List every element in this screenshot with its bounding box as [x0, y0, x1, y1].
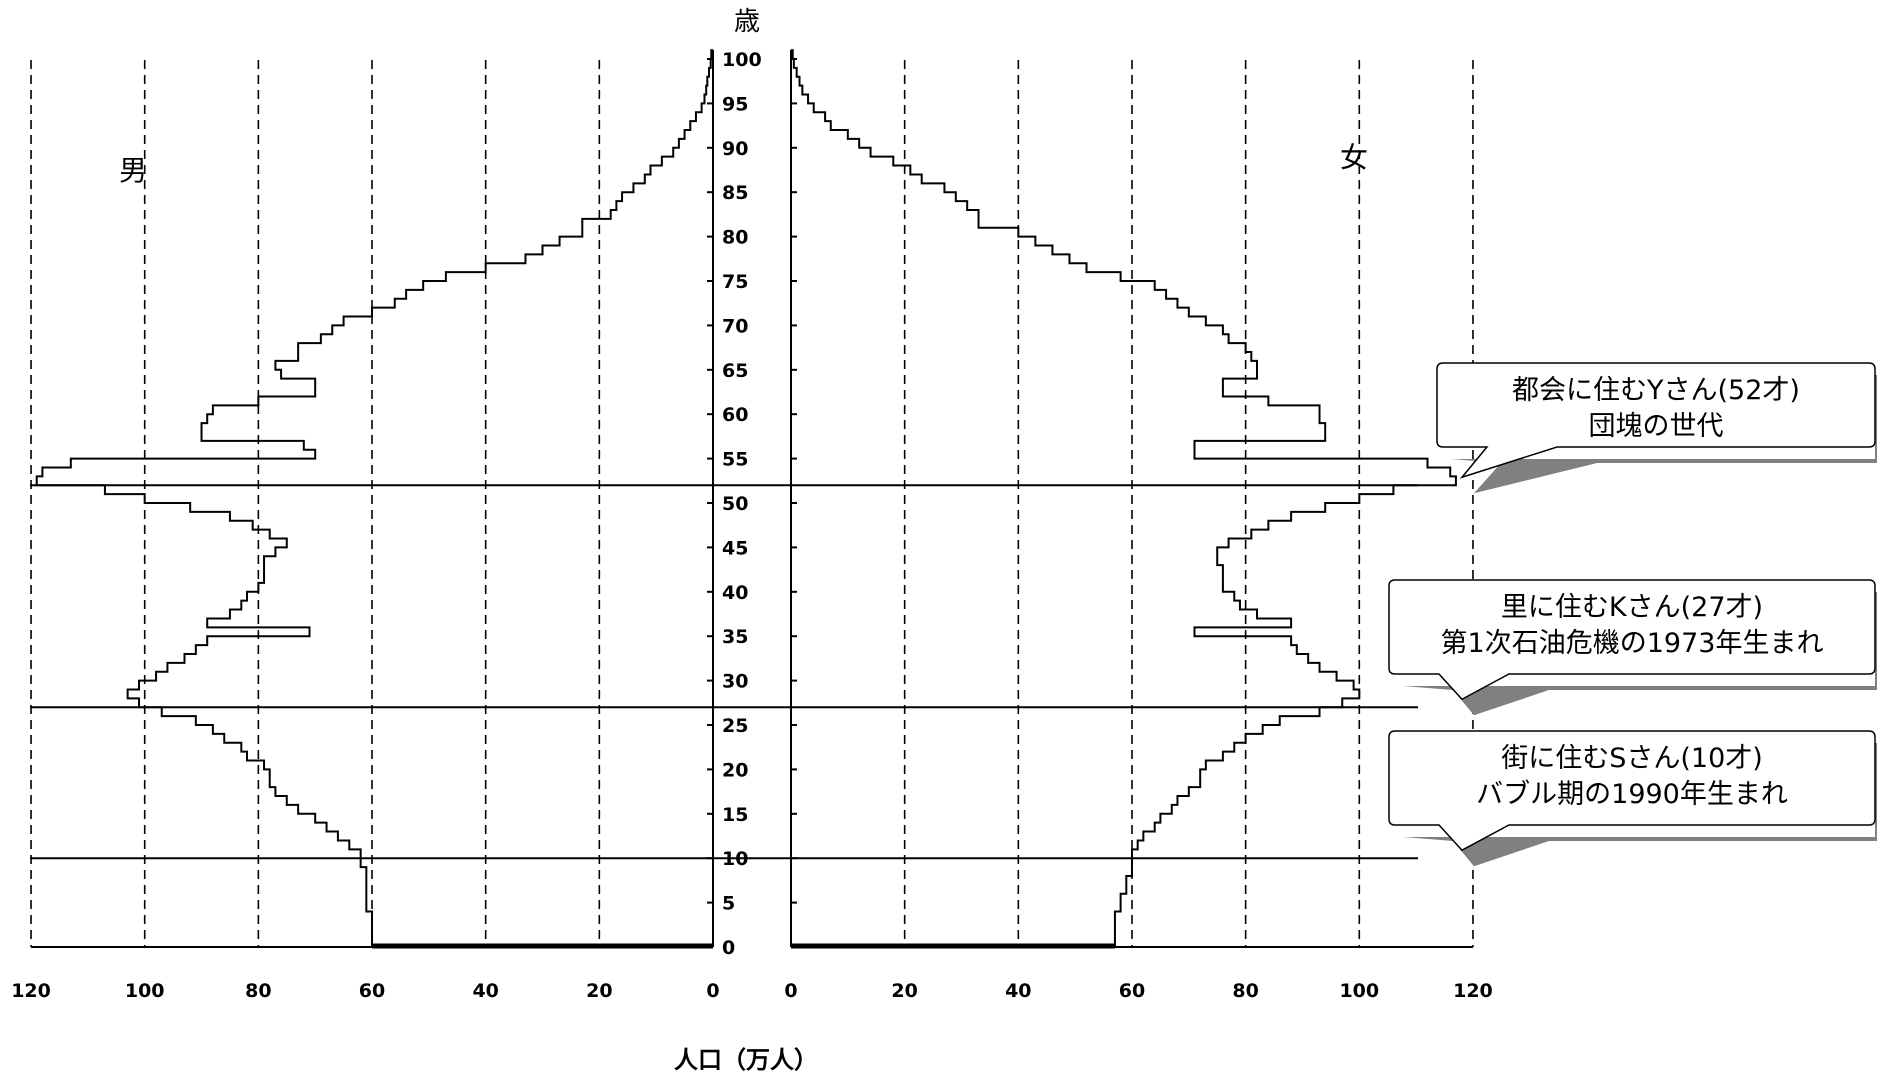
x-tick-label-right: 60	[1119, 980, 1145, 1002]
callout: 都会に住むYさん(52才) 団塊の世代	[1436, 362, 1877, 494]
y-tick-label: 45	[722, 537, 748, 559]
callout-shadow	[1451, 375, 1877, 494]
y-tick-label: 60	[722, 404, 748, 426]
x-tick-label-right: 0	[784, 980, 797, 1002]
x-tick-label-left: 60	[359, 980, 385, 1002]
y-tick-label: 35	[722, 626, 748, 648]
callout-line1: 里に住むKさん(27才)	[1501, 592, 1763, 623]
y-tick-label: 5	[722, 893, 735, 915]
x-tick-label-right: 40	[1005, 980, 1031, 1002]
y-tick-label: 30	[722, 671, 748, 693]
y-tick-label: 0	[722, 937, 735, 959]
x-tick-label-right: 100	[1339, 980, 1379, 1002]
callout: 里に住むKさん(27才) 第1次石油危機の1973年生まれ	[1388, 579, 1877, 716]
callout-line1: 都会に住むYさん(52才)	[1512, 375, 1800, 406]
y-tick-label: 80	[722, 227, 748, 249]
axes	[31, 50, 1473, 948]
callout: 街に住むSさん(10才) バブル期の1990年生まれ	[1388, 730, 1877, 867]
y-tick-label: 70	[722, 315, 748, 337]
x-tick-label-right: 80	[1232, 980, 1258, 1002]
x-tick-label-right: 20	[891, 980, 917, 1002]
callout-box	[1388, 730, 1876, 852]
y-tick-label: 55	[722, 449, 748, 471]
y-tick-label: 90	[722, 138, 748, 160]
y-tick-label: 15	[722, 804, 748, 826]
y-tick-label: 100	[722, 49, 762, 71]
x-tick-label-left: 20	[586, 980, 612, 1002]
grid-lines	[30, 60, 1474, 947]
y-tick-label: 25	[722, 715, 748, 737]
x-tick-label-right: 120	[1453, 980, 1493, 1002]
x-tick-label-left: 0	[706, 980, 719, 1002]
callout-line2: 第1次石油危機の1973年生まれ	[1441, 628, 1824, 659]
callout-line2: バブル期の1990年生まれ	[1476, 779, 1788, 810]
callout-box	[1436, 362, 1876, 479]
y-tick-label: 75	[722, 271, 748, 293]
callout-line1: 街に住むSさん(10才)	[1501, 743, 1763, 774]
callout-line2: 団塊の世代	[1589, 411, 1724, 442]
x-axis-label: 人口（万人）	[674, 1046, 818, 1074]
y-tick-label: 65	[722, 360, 748, 382]
y-tick-label: 40	[722, 582, 748, 604]
x-tick-label-left: 100	[125, 980, 165, 1002]
y-tick-label: 20	[722, 759, 748, 781]
tick-labels: 0 5 10 15 20 25 30 35 40 45 50 55 60 65 70 75 80 85 90 95 10…	[11, 49, 1493, 1002]
x-tick-label-left: 80	[245, 980, 271, 1002]
x-tick-label-left: 40	[472, 980, 498, 1002]
female-series	[791, 49, 1457, 948]
female-label: 女	[1340, 141, 1368, 174]
y-tick-label: 10	[722, 848, 748, 870]
y-tick-label: 50	[722, 493, 748, 515]
x-tick-label-left: 120	[11, 980, 51, 1002]
y-tick-label: 85	[722, 182, 748, 204]
callout-box	[1388, 579, 1876, 701]
age-unit-label: 歳	[734, 7, 760, 37]
male-label: 男	[119, 154, 147, 187]
y-tick-label: 95	[722, 93, 748, 115]
